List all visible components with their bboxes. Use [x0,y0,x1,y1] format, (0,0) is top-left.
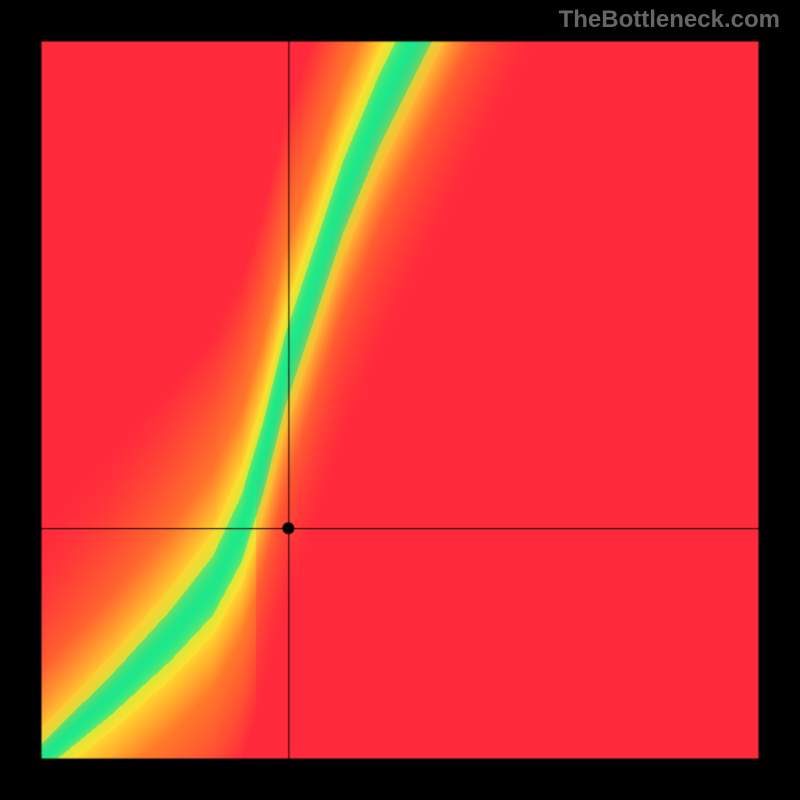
bottleneck-heatmap [0,0,800,800]
watermark-text: TheBottleneck.com [559,6,780,34]
chart-container: TheBottleneck.com [0,0,800,800]
